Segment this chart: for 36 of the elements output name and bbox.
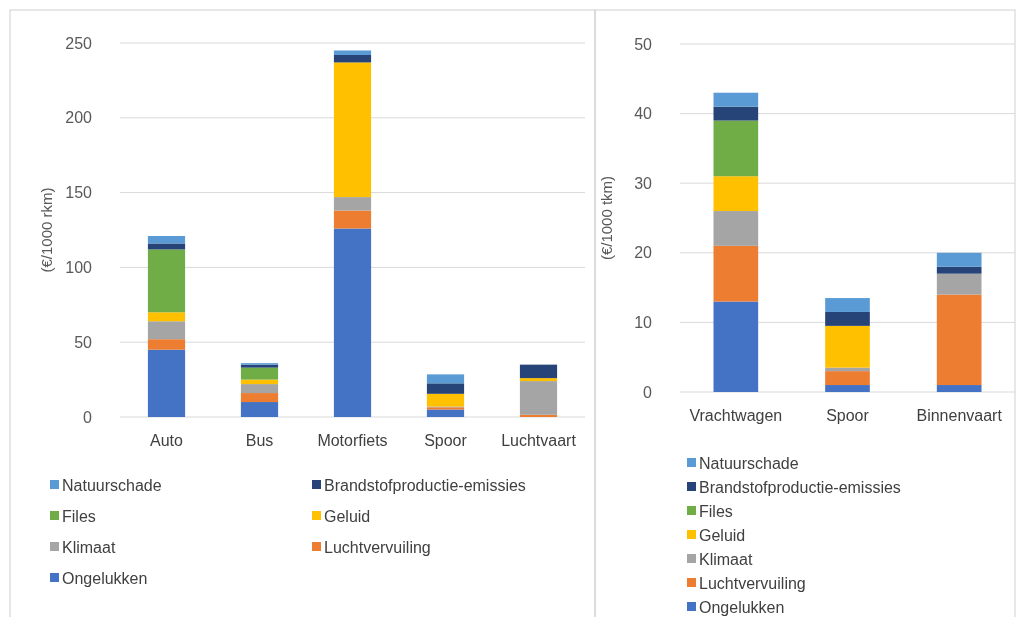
y-tick-label: 20: [634, 244, 653, 262]
y-axis-title: (€/1000 rkm): [38, 187, 55, 273]
legend-label: Files: [62, 507, 96, 525]
legend-label: Natuurschade: [62, 476, 162, 494]
legend-label: Klimaat: [62, 538, 116, 556]
x-tick-label: Vrachtwagen: [689, 407, 783, 424]
legend-label: Brandstofproductie-emissies: [699, 478, 901, 496]
x-tick-label: Auto: [150, 432, 184, 449]
x-tick-label: Bus: [245, 432, 274, 449]
x-tick-label: Motorfiets: [317, 432, 388, 449]
legend-label: Geluid: [699, 526, 746, 544]
legend-label: Klimaat: [699, 550, 753, 568]
legend-label: Brandstofproductie-emissies: [324, 476, 526, 494]
y-tick-label: 100: [65, 259, 93, 276]
y-tick-label: 250: [65, 34, 93, 52]
x-tick-label: Luchtvaart: [501, 432, 577, 449]
legend-label: Ongelukken: [62, 569, 148, 587]
y-tick-label: 50: [634, 35, 653, 53]
y-tick-label: 40: [634, 105, 653, 123]
legend-label: Luchtvervuiling: [324, 538, 431, 556]
y-tick-label: 200: [65, 109, 93, 127]
legend-label: Files: [699, 502, 733, 520]
legend-label: Natuurschade: [699, 454, 799, 472]
legend-label: Luchtvervuiling: [699, 574, 806, 592]
y-tick-label: 150: [65, 184, 93, 202]
legend-label: Geluid: [324, 507, 371, 525]
y-tick-label: 0: [643, 383, 653, 401]
x-tick-label: Spoor: [826, 407, 870, 424]
y-tick-label: 30: [634, 174, 653, 192]
x-tick-label: Binnenvaart: [916, 407, 1003, 424]
y-tick-label: 10: [634, 314, 653, 331]
y-tick-label: 0: [83, 408, 93, 426]
legend-label: Ongelukken: [699, 598, 785, 616]
y-tick-label: 50: [74, 333, 93, 351]
y-axis-title: (€/1000 tkm): [598, 175, 615, 261]
x-tick-label: Spoor: [424, 432, 468, 449]
